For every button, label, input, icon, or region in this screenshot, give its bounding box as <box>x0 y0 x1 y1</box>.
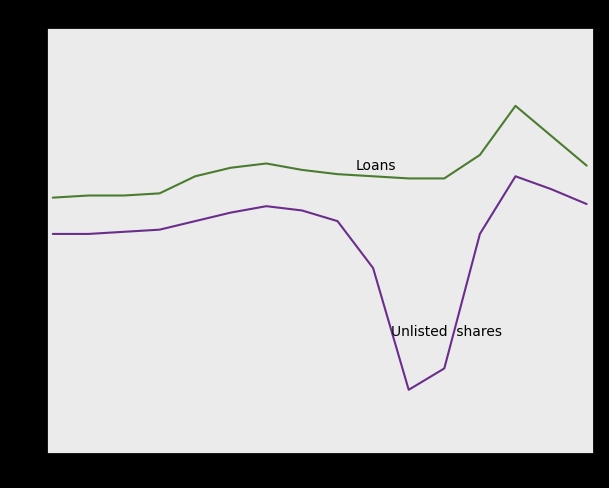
Text: Unlisted  shares: Unlisted shares <box>391 325 502 339</box>
Text: Loans: Loans <box>355 159 396 173</box>
